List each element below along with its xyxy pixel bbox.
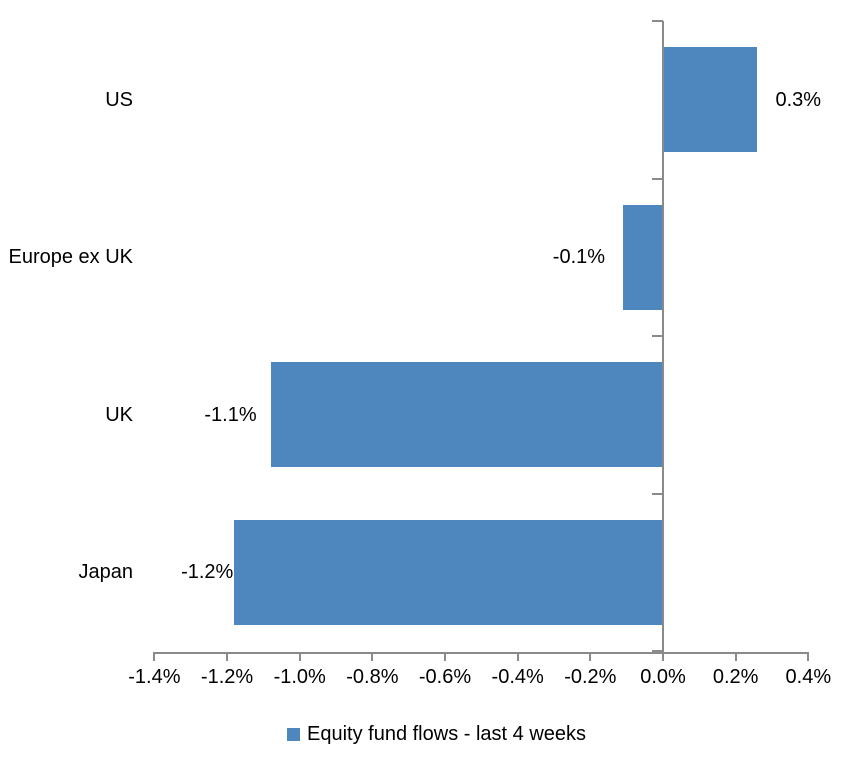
bar-europe-ex-uk (623, 204, 663, 310)
x-tick-label: -0.2% (564, 666, 617, 688)
legend-label: Equity fund flows - last 4 weeks (307, 723, 587, 745)
x-tick (371, 654, 374, 661)
x-tick (153, 654, 156, 661)
x-tick-label: 0.2% (712, 666, 759, 688)
legend-marker (287, 727, 300, 741)
category-label: UK (105, 403, 133, 426)
category-tick (652, 335, 663, 337)
value-label: -1.2% (181, 561, 234, 584)
bar-japan (234, 519, 663, 625)
category-label: US (105, 88, 133, 111)
x-tick-label: -1.2% (200, 666, 254, 688)
x-tick-label: 0.0% (640, 666, 686, 688)
value-label: 0.3% (775, 88, 822, 111)
category-label: Japan (78, 561, 134, 584)
bar-uk (270, 362, 663, 468)
x-tick (734, 654, 737, 661)
x-tick (444, 654, 447, 661)
x-tick (807, 654, 810, 661)
x-tick-label: -0.8% (346, 666, 399, 688)
x-tick-label: 0.4% (785, 666, 832, 688)
x-tick (298, 654, 301, 661)
x-tick (226, 654, 229, 661)
x-tick (662, 654, 664, 661)
x-tick (589, 654, 592, 661)
category-tick (652, 20, 663, 22)
x-tick-label: -0.6% (418, 666, 472, 688)
legend: Equity fund flows - last 4 weeks (287, 722, 586, 746)
x-tick-label: -1.0% (273, 666, 326, 688)
x-axis-line (153, 652, 810, 654)
category-tick (652, 650, 663, 652)
category-tick (652, 492, 663, 495)
category-tick (652, 177, 663, 180)
value-label: -1.1% (204, 403, 257, 426)
x-tick-label: -1.4% (128, 666, 181, 688)
category-label: Europe ex UK (8, 246, 133, 269)
bar-us (663, 47, 758, 153)
value-label: -0.1% (552, 246, 606, 269)
y-axis-line (662, 21, 664, 661)
x-tick (516, 654, 519, 661)
x-tick-label: -0.4% (491, 666, 544, 688)
